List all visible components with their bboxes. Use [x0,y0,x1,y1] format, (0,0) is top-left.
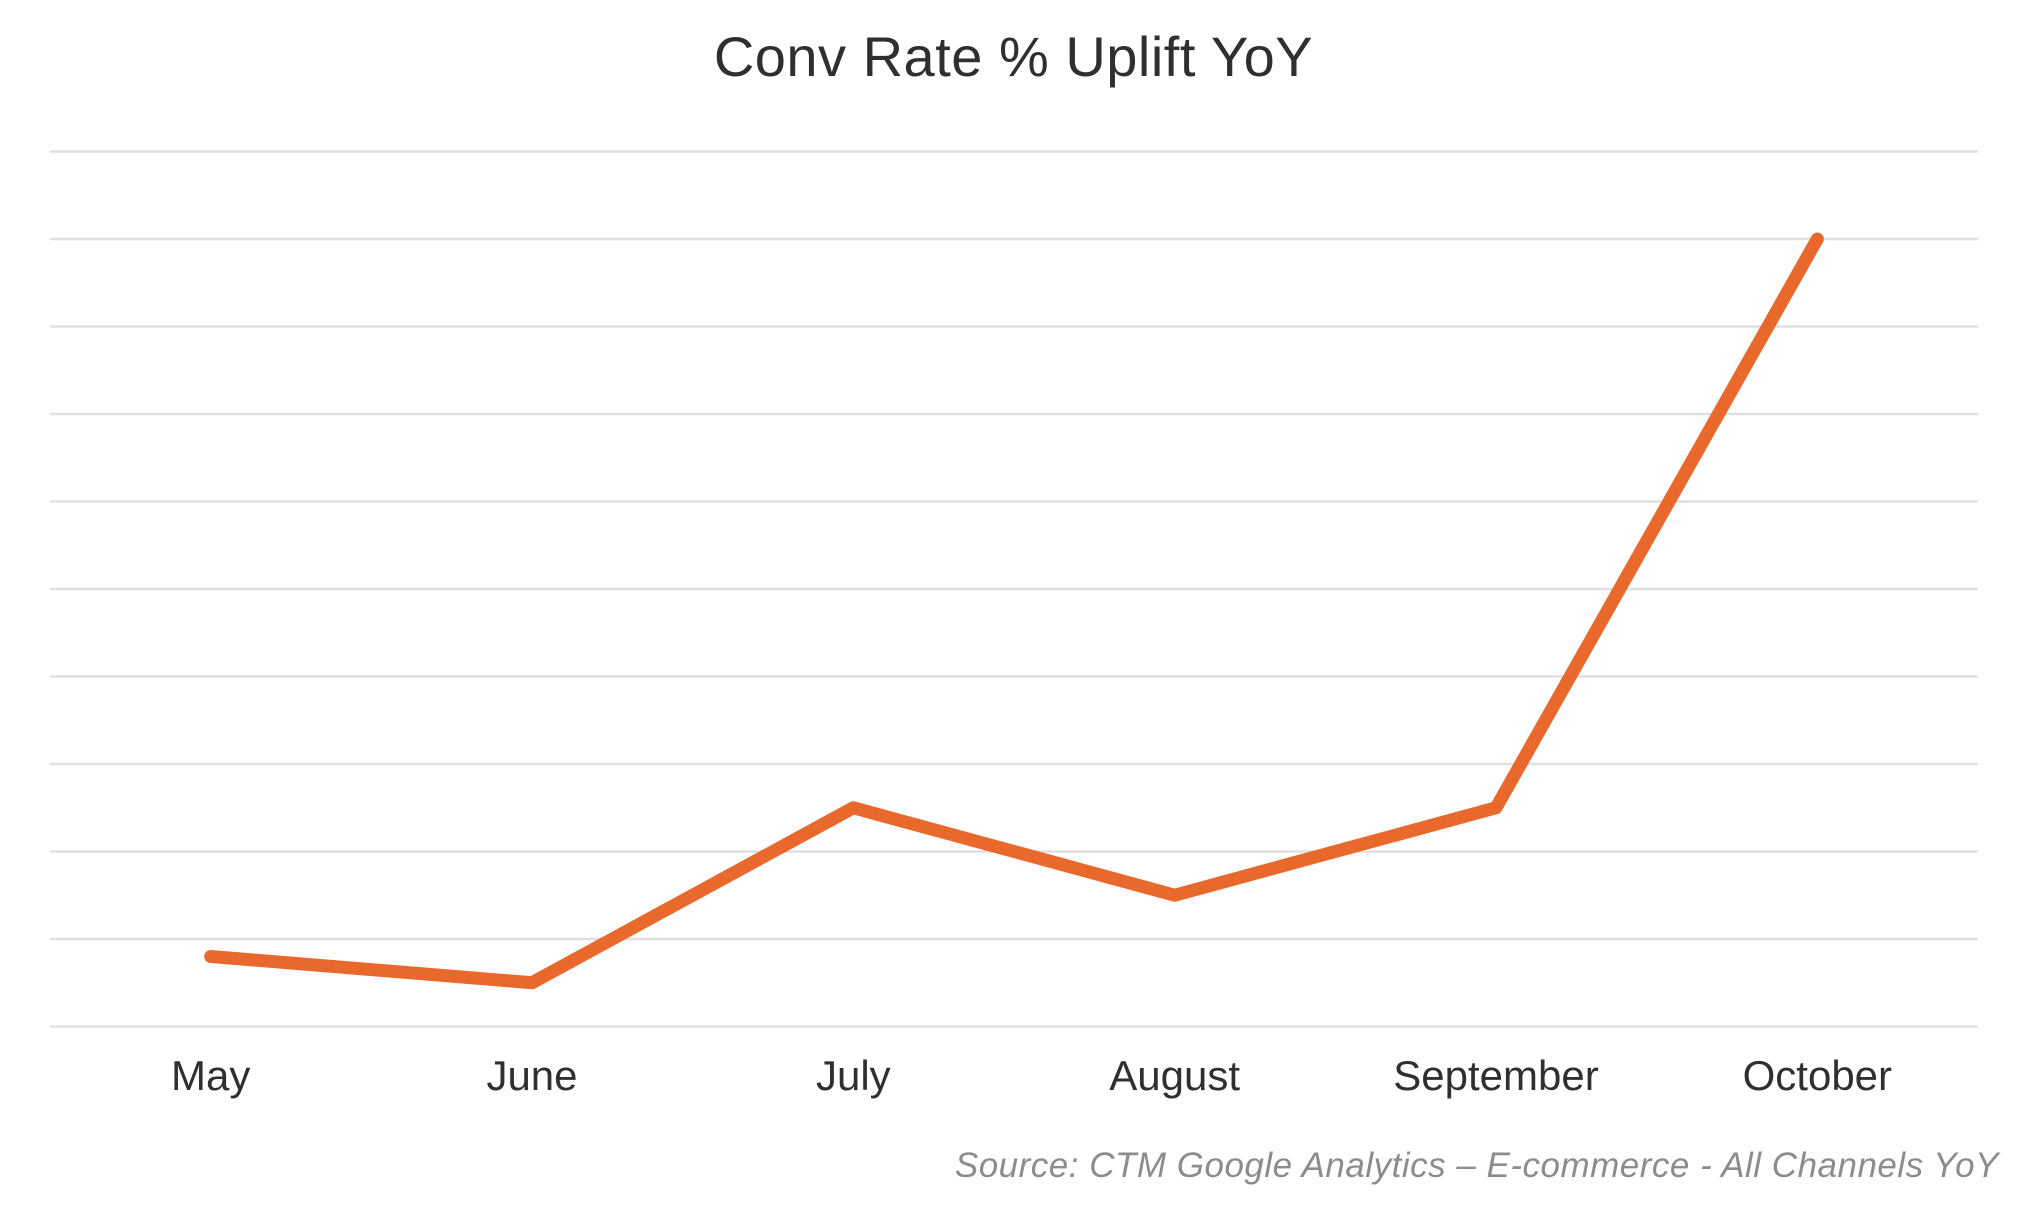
conv-rate-line [204,232,1824,990]
chart-title: Conv Rate % Uplift YoY [713,25,1314,88]
gridlines [50,150,1978,1028]
x-axis-label-october: October [1743,1052,1892,1099]
x-axis-label-june: June [486,1052,577,1099]
x-axis-label-september: September [1393,1052,1598,1099]
source-note: Source: CTM Google Analytics – E-commerc… [954,1146,1999,1185]
x-axis-labels: May June July August September October [171,1052,1892,1099]
x-axis-label-august: August [1109,1052,1240,1099]
x-axis-label-may: May [171,1052,250,1099]
x-axis-label-july: July [816,1052,891,1099]
